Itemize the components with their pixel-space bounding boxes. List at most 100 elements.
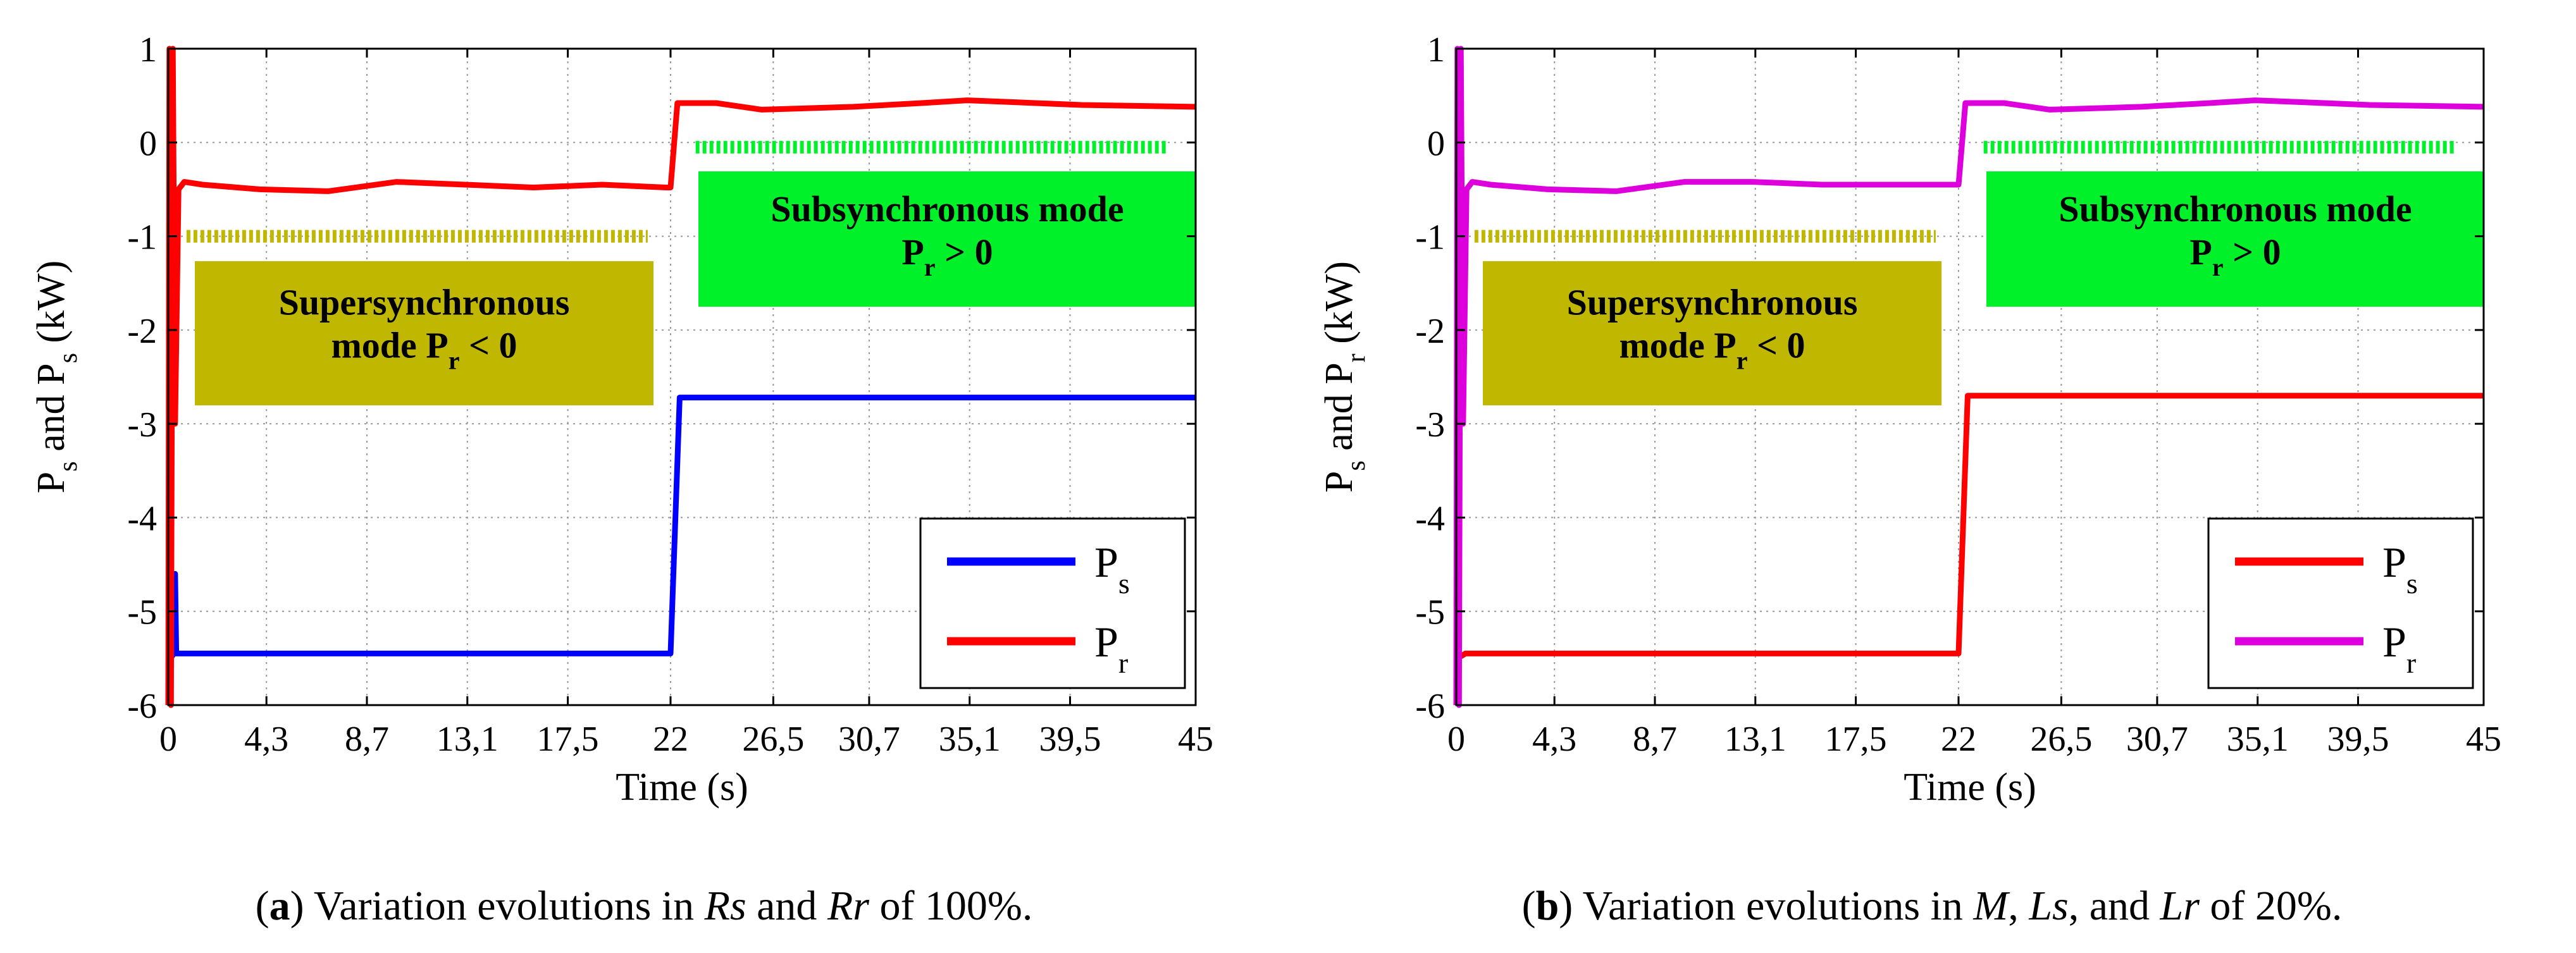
y-tick-label: -6 <box>1415 687 1445 726</box>
x-tick-label: 39,5 <box>1039 720 1101 759</box>
annotation-text-line2: mode Pr < 0 <box>1619 324 1805 374</box>
y-tick-label: -4 <box>127 499 157 538</box>
x-axis-title: Time (s) <box>1904 766 2036 809</box>
x-tick-label: 8,7 <box>345 720 389 759</box>
legend-label-sub: s <box>1118 567 1130 599</box>
y-title-p1: P <box>30 472 73 493</box>
plot-frame <box>1455 47 2485 706</box>
annotation-text-main: P <box>2189 231 2212 273</box>
y-title-sub1: s <box>54 461 83 471</box>
legend-label-main: P <box>2382 538 2406 586</box>
supersynchronous-box <box>195 261 653 405</box>
legend-label-ps: Ps <box>1094 538 1130 599</box>
x-tick-label: 39,5 <box>2327 720 2389 759</box>
x-tick-label: 26,5 <box>2030 720 2092 759</box>
annotation-text-line2: Pr > 0 <box>2189 231 2281 281</box>
y-tick-label: -2 <box>127 312 157 351</box>
annotation-text-tail: > 0 <box>936 231 993 273</box>
y-tick-label: -6 <box>127 687 157 726</box>
legend-label-ps: Ps <box>2382 538 2418 599</box>
subsynchronous-box <box>1986 171 2484 307</box>
caption-b-v3: Lr <box>2160 883 2200 929</box>
x-tick-label: 13,1 <box>437 720 498 759</box>
legend-box <box>2207 517 2474 689</box>
x-tick-label: 30,7 <box>2126 720 2188 759</box>
caption-b-mid: , <box>2008 883 2029 929</box>
annotation-text-tail: < 0 <box>459 324 517 366</box>
y-tick-label: 1 <box>1427 30 1445 70</box>
x-tick-label: 26,5 <box>742 720 804 759</box>
caption-a-v2: Rr <box>827 883 869 929</box>
x-tick-label: 30,7 <box>838 720 900 759</box>
caption-a-pre: Variation evolutions in <box>313 883 705 929</box>
y-tick-label: -5 <box>127 593 157 632</box>
y-tick-label: -3 <box>127 405 157 445</box>
legend-label-sub: r <box>2406 647 2416 679</box>
subsynchronous-box <box>698 171 1196 307</box>
y-title-p1: P <box>1318 471 1361 493</box>
annotation-text-sub: r <box>924 253 936 281</box>
legend-label-main: P <box>1094 538 1118 586</box>
annotation-text-main: mode P <box>1619 324 1736 366</box>
annotation-text-sub: r <box>1737 346 1748 374</box>
legend-label-pr: Pr <box>1094 618 1128 679</box>
annotation-text-tail: > 0 <box>2224 231 2281 273</box>
annotation-text-sub: r <box>2212 253 2224 281</box>
y-title-unit: (kW) <box>1318 261 1361 354</box>
caption-a-v1: Rs <box>704 883 746 929</box>
x-tick-label: 0 <box>159 720 177 759</box>
x-tick-label: 4,3 <box>1532 720 1576 759</box>
annotation-text-main: P <box>901 231 924 273</box>
caption-b-pre: Variation evolutions in <box>1582 883 1974 929</box>
legend-label-sub: s <box>2406 567 2418 599</box>
x-tick-label: 4,3 <box>244 720 288 759</box>
y-tick-label: -5 <box>1415 593 1445 632</box>
caption-b-v1: M <box>1973 883 2009 929</box>
x-tick-label: 17,5 <box>537 720 599 759</box>
annotation-text-line1: Supersynchronous <box>279 281 570 323</box>
x-tick-label: 22 <box>653 720 688 759</box>
y-tick-label: 1 <box>139 30 157 70</box>
x-tick-label: 35,1 <box>2227 720 2289 759</box>
y-title-sub2: r <box>1342 354 1371 362</box>
caption-b-mid2: , and <box>2068 883 2160 929</box>
x-tick-label: 35,1 <box>939 720 1001 759</box>
y-title-sub1: s <box>1342 460 1371 470</box>
plot-frame <box>167 47 1197 706</box>
y-title-and: and <box>30 385 73 462</box>
caption-b-post: of 20%. <box>2199 883 2343 929</box>
caption-b: (b) Variation evolutions in M, Ls, and L… <box>1521 883 2343 929</box>
y-title-p2: P <box>30 363 73 384</box>
annotation-text-line1: Supersynchronous <box>1567 281 1858 323</box>
x-tick-label: 17,5 <box>1825 720 1887 759</box>
y-axis-title: Ps and Ps (kW) <box>30 261 83 494</box>
legend-box <box>919 517 1186 689</box>
caption-a-mid: and <box>746 883 827 929</box>
caption-a-post: of 100%. <box>869 883 1033 929</box>
annotation-text-line2: mode Pr < 0 <box>331 324 517 374</box>
y-tick-label: -1 <box>1415 218 1445 257</box>
annotation-text-line1: Subsynchronous mode <box>771 188 1124 230</box>
y-axis-title: Ps and Pr (kW) <box>1318 261 1371 493</box>
x-tick-label: 22 <box>1941 720 1976 759</box>
caption-a-label: a <box>269 883 290 929</box>
x-tick-label: 8,7 <box>1633 720 1677 759</box>
supersynchronous-box <box>1483 261 1941 405</box>
x-tick-label: 0 <box>1447 720 1465 759</box>
y-tick-label: -1 <box>127 218 157 257</box>
x-axis-title: Time (s) <box>616 766 748 809</box>
x-tick-label: 45 <box>1178 720 1213 759</box>
legend-label-main: P <box>2382 618 2406 666</box>
legend-label-sub: r <box>1118 647 1128 679</box>
y-tick-label: 0 <box>139 124 157 163</box>
annotation-text-line2: Pr > 0 <box>901 231 993 281</box>
x-tick-label: 45 <box>2466 720 2501 759</box>
y-title-and: and <box>1318 384 1361 461</box>
legend-label-pr: Pr <box>2382 618 2416 679</box>
y-tick-label: -4 <box>1415 499 1445 538</box>
caption-b-label: b <box>1535 883 1559 929</box>
y-tick-label: 0 <box>1427 124 1445 163</box>
